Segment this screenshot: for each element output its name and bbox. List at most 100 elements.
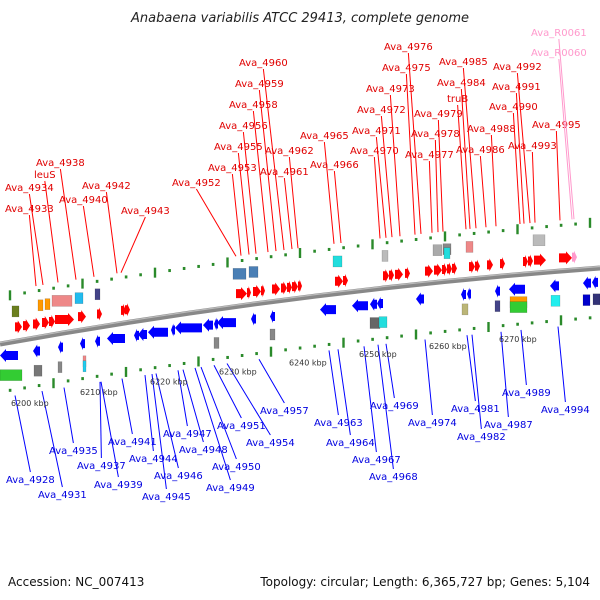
- gene-arrow-forward[interactable]: [434, 263, 442, 277]
- gene-arrow-forward[interactable]: [335, 274, 343, 288]
- gene-arrow-forward[interactable]: [405, 266, 410, 280]
- gene-label[interactable]: Ava_4937: [77, 461, 126, 472]
- gene-label[interactable]: Ava_4973: [366, 84, 415, 95]
- gene-label[interactable]: Ava_4985: [439, 57, 488, 68]
- gene-label[interactable]: Ava_R0061: [531, 28, 587, 39]
- gene-label[interactable]: Ava_4990: [489, 102, 538, 113]
- gene-box[interactable]: [332, 255, 343, 268]
- gene-arrow-forward[interactable]: [49, 314, 55, 328]
- gene-arrow-forward[interactable]: [281, 281, 287, 295]
- gene-label[interactable]: Ava_4994: [541, 405, 590, 416]
- gene-arrow-forward[interactable]: [23, 319, 30, 333]
- gene-label[interactable]: Ava_4940: [59, 195, 108, 206]
- gene-label[interactable]: Ava_4961: [260, 167, 309, 178]
- gene-label[interactable]: Ava_4987: [484, 420, 533, 431]
- gene-arrow-forward[interactable]: [287, 280, 292, 294]
- gene-label[interactable]: Ava_4967: [352, 455, 401, 466]
- gene-box[interactable]: [37, 299, 44, 312]
- gene-label[interactable]: Ava_4944: [129, 454, 178, 465]
- gene-arrow-reverse[interactable]: [107, 331, 125, 345]
- gene-arrow-forward[interactable]: [298, 279, 302, 293]
- gene-box[interactable]: [432, 244, 443, 256]
- gene-arrow-forward[interactable]: [42, 315, 49, 329]
- gene-arrow-reverse[interactable]: [80, 337, 85, 351]
- gene-label[interactable]: Ava_4978: [411, 129, 460, 140]
- gene-arrow-reverse[interactable]: [134, 328, 139, 342]
- gene-box[interactable]: [11, 305, 20, 318]
- gene-box[interactable]: [74, 292, 84, 304]
- gene-arrow-forward[interactable]: [523, 254, 528, 268]
- gene-box[interactable]: [509, 301, 528, 313]
- gene-label[interactable]: Ava_4958: [229, 100, 278, 111]
- gene-box[interactable]: [33, 364, 43, 377]
- gene-arrow-reverse[interactable]: [148, 325, 168, 339]
- gene-label[interactable]: Ava_4948: [179, 445, 228, 456]
- gene-box[interactable]: [494, 300, 501, 312]
- gene-arrow-forward[interactable]: [292, 280, 298, 294]
- gene-label[interactable]: Ava_4965: [300, 131, 349, 142]
- gene-label[interactable]: Ava_4964: [326, 438, 375, 449]
- gene-label[interactable]: leuS: [34, 170, 56, 181]
- gene-arrow-forward[interactable]: [572, 250, 577, 264]
- gene-label[interactable]: Ava_4931: [38, 490, 87, 501]
- gene-label[interactable]: Ava_4984: [437, 78, 486, 89]
- gene-arrow-forward[interactable]: [500, 257, 505, 271]
- gene-box[interactable]: [0, 369, 23, 381]
- gene-arrow-reverse[interactable]: [467, 287, 471, 301]
- gene-label[interactable]: Ava_4935: [49, 446, 98, 457]
- gene-box[interactable]: [465, 241, 474, 253]
- gene-arrow-forward[interactable]: [528, 254, 533, 268]
- gene-box[interactable]: [532, 234, 546, 247]
- gene-label[interactable]: Ava_4957: [260, 406, 309, 417]
- gene-arrow-forward[interactable]: [125, 303, 130, 317]
- gene-label[interactable]: Ava_4974: [408, 418, 457, 429]
- gene-label[interactable]: Ava_4942: [82, 181, 131, 192]
- gene-arrow-forward[interactable]: [343, 273, 348, 287]
- gene-arrow-reverse[interactable]: [352, 299, 368, 313]
- gene-box[interactable]: [57, 361, 63, 373]
- gene-arrow-forward[interactable]: [15, 320, 22, 334]
- gene-box[interactable]: [443, 247, 451, 259]
- gene-label[interactable]: Ava_4995: [532, 120, 581, 131]
- gene-arrow-forward[interactable]: [121, 303, 126, 317]
- gene-label[interactable]: truB: [447, 94, 468, 105]
- gene-arrow-reverse[interactable]: [214, 317, 218, 331]
- gene-arrow-forward[interactable]: [247, 286, 251, 300]
- gene-label[interactable]: Ava_4989: [502, 388, 551, 399]
- gene-arrow-reverse[interactable]: [377, 296, 383, 310]
- gene-arrow-reverse[interactable]: [495, 284, 500, 298]
- gene-box[interactable]: [269, 328, 276, 341]
- gene-arrow-reverse[interactable]: [33, 344, 40, 358]
- gene-arrow-forward[interactable]: [236, 287, 247, 301]
- gene-label[interactable]: Ava_4986: [456, 145, 505, 156]
- gene-arrow-reverse[interactable]: [320, 303, 336, 317]
- gene-label[interactable]: Ava_4960: [239, 58, 288, 69]
- gene-label[interactable]: Ava_4941: [108, 437, 157, 448]
- gene-arrow-reverse[interactable]: [175, 321, 202, 335]
- gene-box[interactable]: [381, 250, 389, 262]
- gene-arrow-reverse[interactable]: [95, 334, 100, 348]
- gene-label[interactable]: Ava_4971: [352, 126, 401, 137]
- gene-label[interactable]: Ava_4966: [310, 160, 359, 171]
- gene-label[interactable]: Ava_4970: [350, 146, 399, 157]
- gene-arrow-reverse[interactable]: [270, 309, 275, 323]
- gene-arrow-forward[interactable]: [383, 269, 389, 283]
- gene-label[interactable]: Ava_4945: [142, 492, 191, 503]
- gene-box[interactable]: [94, 288, 101, 301]
- gene-arrow-reverse[interactable]: [583, 276, 591, 290]
- gene-box[interactable]: [213, 337, 220, 349]
- gene-box[interactable]: [44, 298, 51, 310]
- gene-arrow-reverse[interactable]: [416, 292, 424, 306]
- gene-label[interactable]: Ava_4992: [493, 62, 542, 73]
- gene-arrow-forward[interactable]: [55, 312, 74, 326]
- gene-arrow-forward[interactable]: [97, 307, 102, 321]
- gene-box[interactable]: [378, 316, 388, 328]
- gene-arrow-reverse[interactable]: [509, 282, 525, 296]
- gene-label[interactable]: Ava_4988: [467, 124, 516, 135]
- gene-arrow-forward[interactable]: [389, 268, 394, 282]
- gene-box[interactable]: [248, 266, 259, 278]
- gene-label[interactable]: Ava_4981: [451, 404, 500, 415]
- gene-label[interactable]: Ava_4972: [357, 105, 406, 116]
- gene-arrow-reverse[interactable]: [550, 279, 559, 293]
- gene-label[interactable]: Ava_4949: [206, 483, 255, 494]
